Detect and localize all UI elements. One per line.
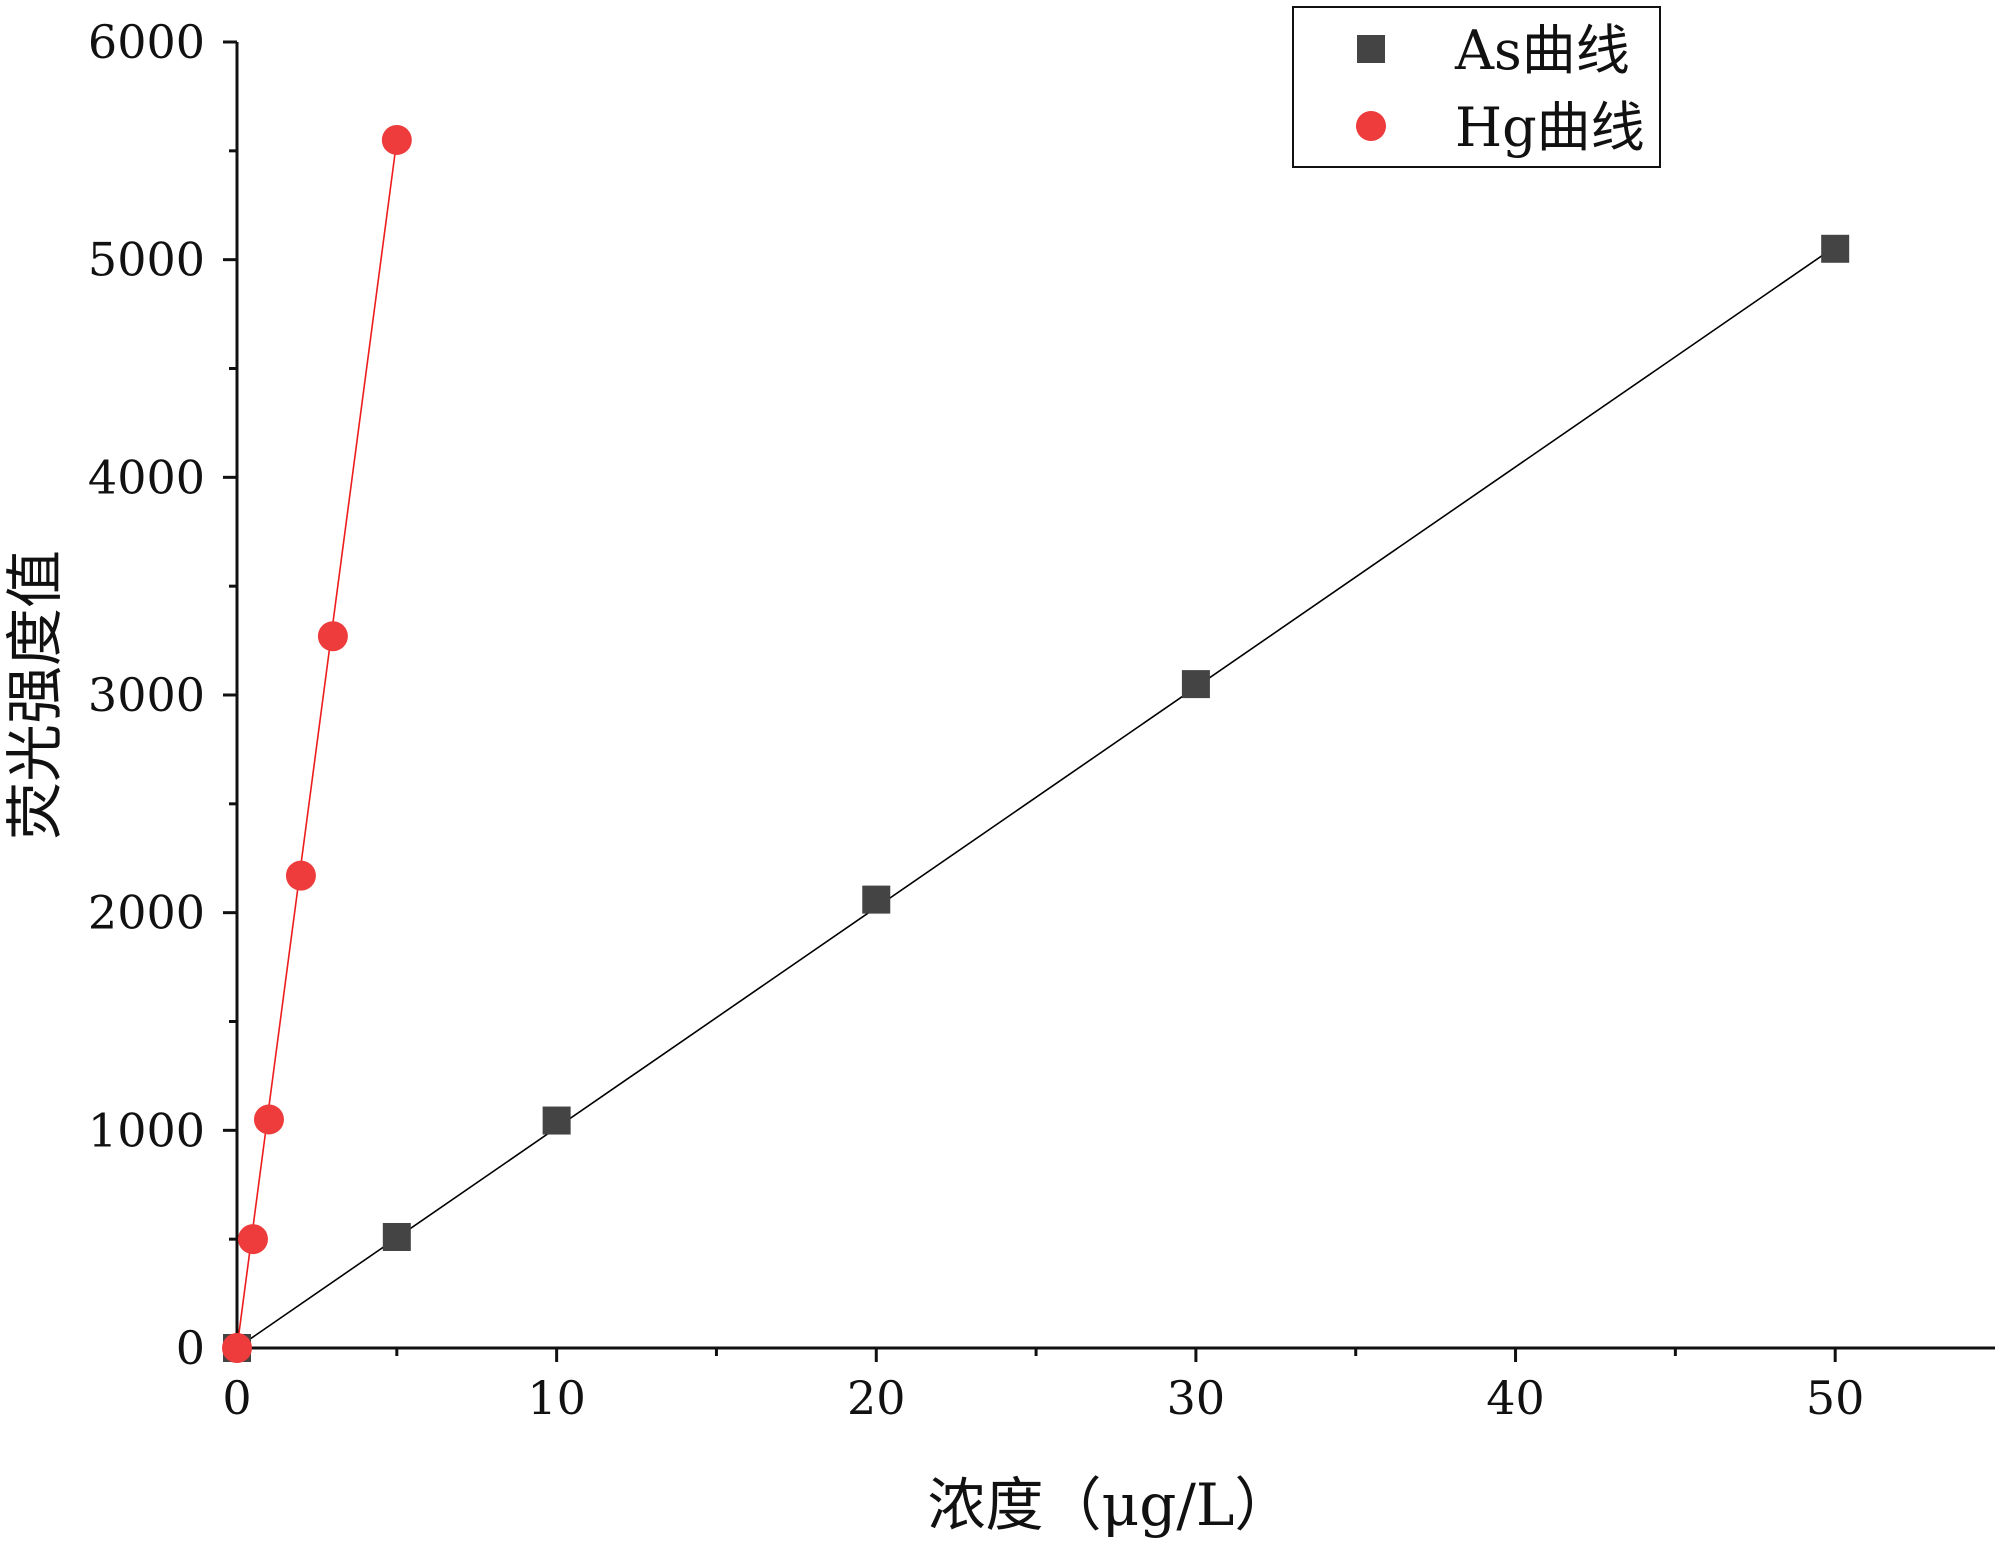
- data-point-hg: [237, 1224, 268, 1255]
- fit-line-series-0: [236, 245, 1836, 1349]
- y-tick-label: 1000: [88, 1103, 205, 1157]
- y-tick-label: 5000: [88, 233, 205, 287]
- data-point-as: [542, 1106, 571, 1135]
- x-tick-label: 10: [527, 1371, 586, 1425]
- legend-label-as: As曲线: [1454, 19, 1630, 82]
- data-point-hg: [222, 1333, 252, 1363]
- series-1-points: [222, 124, 412, 1363]
- data-point-as: [1181, 670, 1210, 699]
- fit-line-series-1: [236, 139, 398, 1349]
- data-point-hg: [285, 860, 316, 891]
- y-tick-label: 6000: [88, 15, 205, 69]
- marks-layer: [222, 124, 1850, 1363]
- legend-marker-hg: [1356, 111, 1386, 141]
- legend-label-hg: Hg曲线: [1455, 96, 1645, 159]
- x-tick-label: 40: [1486, 1371, 1545, 1425]
- legend: As曲线 Hg曲线: [1292, 6, 1661, 168]
- legend-marker-as: [1357, 35, 1385, 63]
- x-tick-label: 20: [847, 1371, 906, 1425]
- y-tick-label: 3000: [88, 668, 205, 722]
- data-point-hg: [381, 124, 412, 155]
- x-tick-label: 0: [222, 1371, 251, 1425]
- axes-layer: 0 10 20 30 40 50 0 1000 2000 3000 4000 5000 6000: [88, 15, 1995, 1425]
- legend-frame: [1292, 6, 1661, 168]
- x-tick-label: 30: [1167, 1371, 1226, 1425]
- data-point-as: [1821, 234, 1850, 263]
- series-0-points: [223, 234, 1850, 1362]
- data-point-as: [382, 1222, 411, 1251]
- x-tick-label: 50: [1806, 1371, 1865, 1425]
- y-tick-label: 2000: [88, 886, 205, 940]
- y-tick-label: 4000: [88, 450, 205, 504]
- y-axis-title: 荧光强度值: [1, 550, 69, 840]
- data-point-hg: [253, 1104, 284, 1135]
- data-point-as: [862, 885, 891, 914]
- y-tick-label: 0: [176, 1321, 205, 1375]
- data-point-hg: [317, 621, 348, 652]
- x-axis-title: 浓度（μg/L）: [928, 1471, 1293, 1539]
- fit-lines-layer: [236, 139, 1836, 1349]
